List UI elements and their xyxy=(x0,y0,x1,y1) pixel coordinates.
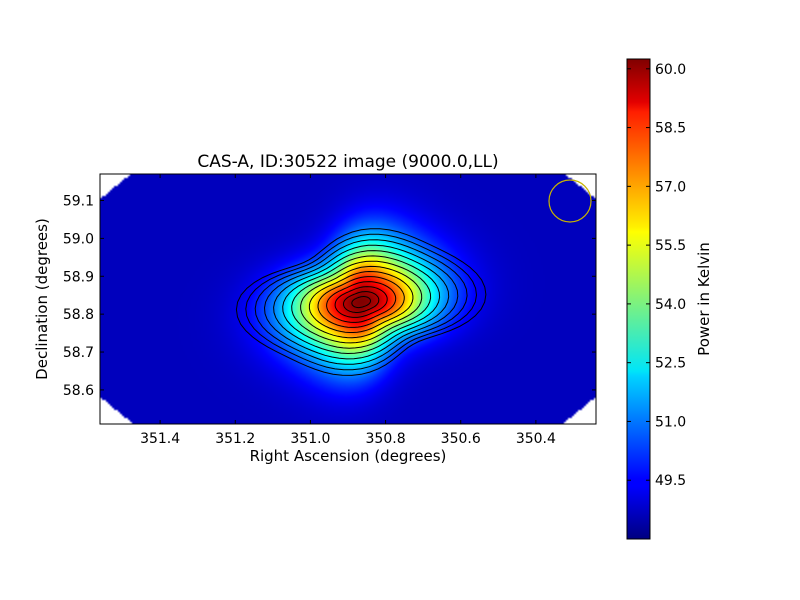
y-tick-label: 58.6 xyxy=(63,383,94,399)
x-tick-label: 351.0 xyxy=(290,431,330,447)
x-tick-label: 350.8 xyxy=(366,431,406,447)
contour-line xyxy=(351,296,372,309)
colorbar-ticks: 49.5 51.0 52.5 54.0 55.5 57.0 58.5 60.0 xyxy=(627,62,686,489)
y-axis-label: Declination (degrees) xyxy=(33,218,51,380)
plot-area xyxy=(100,174,596,424)
contour-line xyxy=(326,281,397,323)
colorbar-label: Power in Kelvin xyxy=(695,242,713,356)
chart-title: CAS-A, ID:30522 image (9000.0,LL) xyxy=(197,152,498,172)
x-tick-label: 351.4 xyxy=(140,431,180,447)
contour-line xyxy=(273,250,450,355)
contour-line xyxy=(235,228,487,376)
contour-line xyxy=(317,276,405,328)
contour-line xyxy=(342,291,380,313)
beam-marker xyxy=(548,179,592,223)
colorbar-tick-label: 52.5 xyxy=(655,356,686,372)
contour-line xyxy=(263,244,459,360)
x-axis-label: Right Ascension (degrees) xyxy=(250,447,447,465)
contour-line xyxy=(308,270,414,333)
y-tick-label: 58.9 xyxy=(63,269,94,285)
colorbar xyxy=(626,58,651,540)
contour-line xyxy=(254,239,468,365)
contour-line xyxy=(282,255,441,349)
y-tick-label: 58.8 xyxy=(63,307,94,323)
plot-frame xyxy=(99,173,597,425)
x-axis-ticks: 351.4 351.2 351.0 350.8 350.6 350.4 xyxy=(140,174,556,447)
y-tick-label: 59.0 xyxy=(63,231,94,247)
colorbar-tick-label: 55.5 xyxy=(655,238,686,254)
x-tick-label: 351.2 xyxy=(215,431,255,447)
colorbar-tick-label: 57.0 xyxy=(655,179,686,195)
contour-lines xyxy=(235,228,487,376)
x-tick-label: 350.6 xyxy=(441,431,481,447)
colorbar-tick-label: 54.0 xyxy=(655,297,686,313)
contour-line xyxy=(300,265,423,339)
contour-line xyxy=(245,233,478,371)
contour-line xyxy=(334,286,388,318)
contour-line xyxy=(291,260,432,344)
y-tick-label: 58.7 xyxy=(63,345,94,361)
colorbar-tick-label: 49.5 xyxy=(655,473,686,489)
colorbar-tick-label: 60.0 xyxy=(655,62,686,78)
x-tick-label: 350.4 xyxy=(516,431,556,447)
colorbar-tick-label: 51.0 xyxy=(655,414,686,430)
y-axis-ticks: 58.6 58.7 58.8 58.9 59.0 59.1 xyxy=(63,194,596,399)
colorbar-tick-label: 58.5 xyxy=(655,121,686,137)
y-tick-label: 59.1 xyxy=(63,194,94,210)
heatmap xyxy=(100,174,596,424)
